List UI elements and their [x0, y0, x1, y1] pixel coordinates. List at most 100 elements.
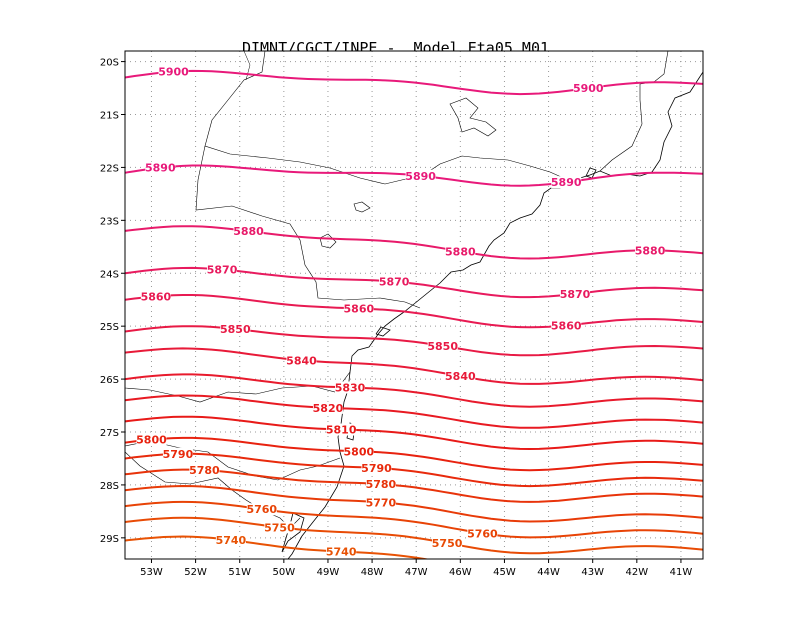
contour-label-bg — [365, 478, 396, 491]
contour-label-5830: 5830 — [335, 381, 366, 394]
contour-label-5780: 5780 — [366, 478, 397, 491]
contour-label-bg — [326, 423, 357, 436]
contour-label-bg — [445, 370, 476, 383]
contour-label-5880: 5880 — [445, 245, 476, 258]
contour-5820 — [125, 394, 703, 429]
contour-label-bg — [233, 225, 264, 238]
contour-label-5860: 5860 — [551, 319, 582, 332]
tick-label-lat: 24S — [100, 269, 119, 280]
contour-label-5840: 5840 — [445, 370, 476, 383]
contour-label-5890: 5890 — [145, 162, 176, 175]
contour-5830 — [125, 373, 703, 408]
contour-label-bg — [215, 533, 246, 546]
contour-label-bg — [335, 381, 366, 394]
reservoir-sp — [353, 201, 371, 213]
contour-5780 — [125, 468, 703, 503]
contour-label-5760: 5760 — [246, 503, 277, 516]
contour-5790 — [125, 452, 703, 488]
contour-label-bg — [136, 433, 167, 446]
contour-5760 — [125, 500, 703, 539]
contour-5810 — [125, 415, 703, 451]
tick-label-lat: 22S — [100, 163, 119, 174]
contour-label-bg — [140, 290, 171, 303]
tick-label-lon: 52W — [184, 567, 207, 578]
state-border-mg-rj-es — [599, 51, 669, 172]
contour-label-bg — [220, 322, 251, 335]
contour-label-bg — [467, 527, 498, 540]
contour-label-bg — [158, 65, 189, 78]
contour-label-5760: 5760 — [467, 527, 498, 540]
contour-label-bg — [286, 354, 317, 367]
tick-label-lat: 26S — [100, 375, 119, 386]
contour-label-5750: 5750 — [264, 521, 295, 534]
contour-label-bg — [264, 521, 295, 534]
contour-label-bg — [432, 537, 463, 550]
contour-5880 — [125, 225, 703, 260]
tick-label-lon: 43W — [581, 567, 604, 578]
tick-label-lon: 50W — [273, 567, 296, 578]
contour-label-5870: 5870 — [379, 276, 410, 289]
tick-label-lon: 47W — [405, 567, 428, 578]
tick-label-lon: 44W — [537, 567, 560, 578]
contour-label-bg — [365, 496, 396, 509]
contour-5750 — [125, 516, 703, 555]
reservoir-itaipu — [319, 233, 337, 249]
tick-label-lon: 42W — [626, 567, 649, 578]
contour-label-5820: 5820 — [313, 402, 344, 415]
contour-label-bg — [343, 302, 374, 315]
contour-label-bg — [312, 401, 343, 414]
contour-label-5900: 5900 — [158, 66, 189, 79]
contour-label-5850: 5850 — [220, 323, 251, 336]
tick-label-lat: 20S — [100, 58, 119, 69]
paranagua-bay — [375, 326, 391, 337]
tick-label-lat: 21S — [100, 111, 119, 122]
contour-label-bg — [635, 244, 666, 257]
contour-labels: 5900 5900 5890 5890 5890 5880 5880 5880 5870 5870… — [136, 65, 666, 559]
contour-label-bg — [551, 319, 582, 332]
tick-label-lon: 53W — [140, 567, 163, 578]
contour-5800 — [125, 436, 703, 472]
contour-label-bg — [246, 503, 277, 516]
contour-label-5870: 5870 — [207, 263, 238, 276]
contour-label-bg — [405, 169, 436, 182]
contour-5860 — [125, 294, 703, 329]
guanabara-bay — [585, 167, 597, 179]
contour-label-5770: 5770 — [366, 496, 397, 509]
state-border-pr-sc — [125, 371, 351, 403]
tick-label-lon: 45W — [493, 567, 516, 578]
contour-label-5870: 5870 — [560, 288, 591, 301]
contour-label-5850: 5850 — [427, 340, 458, 353]
contour-label-5800: 5800 — [344, 445, 375, 458]
tick-label-lat: 28S — [100, 481, 119, 492]
contour-label-bg — [207, 263, 238, 276]
contour-label-5740: 5740 — [326, 546, 357, 559]
contour-label-5900: 5900 — [573, 82, 604, 95]
contour-label-5790: 5790 — [361, 462, 392, 475]
contour-5770 — [125, 484, 703, 523]
contour-label-5880: 5880 — [635, 244, 666, 257]
contour-label-bg — [361, 461, 392, 474]
contour-label-5780: 5780 — [189, 464, 220, 477]
contour-label-5800: 5800 — [136, 434, 167, 447]
contour-5840 — [125, 347, 703, 385]
tick-label-lon: 41W — [670, 567, 693, 578]
tick-label-lon: 51W — [228, 567, 251, 578]
contour-label-5860: 5860 — [344, 302, 375, 315]
contour-label-bg — [343, 445, 374, 458]
contour-label-5880: 5880 — [233, 225, 264, 238]
state-border-mg-sp — [204, 51, 569, 185]
tick-label-lon: 48W — [361, 567, 384, 578]
map-background — [125, 51, 703, 559]
contour-label-bg — [427, 339, 458, 352]
tick-label-lat: 25S — [100, 322, 119, 333]
contour-label-bg — [573, 82, 604, 95]
axes: 20S 21S 22S 23S 24S 25S 26S 27S 28S 29S 53W 52W 51W 5… — [100, 58, 692, 578]
tick-label-lat: 23S — [100, 216, 119, 227]
state-border-sp-pr — [195, 145, 421, 309]
contour-label-bg — [379, 275, 410, 288]
contour-label-5860: 5860 — [141, 290, 172, 303]
tick-label-lat: 27S — [100, 428, 119, 439]
reservoir-furnas — [449, 97, 497, 137]
contour-5900 — [125, 69, 703, 96]
